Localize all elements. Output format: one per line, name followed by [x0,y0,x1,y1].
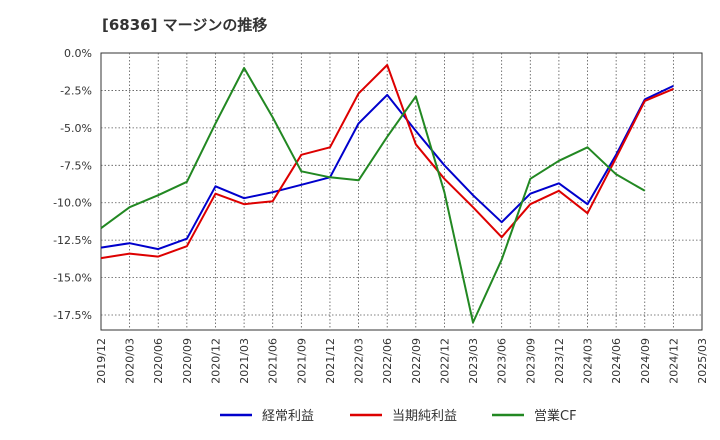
legend-label: 当期純利益 [392,409,457,424]
x-tick-label: 2024/06 [610,338,623,384]
x-tick-label: 2021/09 [295,338,308,384]
y-tick-label: -15.0% [53,272,92,285]
x-tick-label: 2022/12 [438,338,451,384]
y-tick-label: -5.0% [60,122,92,135]
x-tick-label: 2023/09 [524,338,537,384]
y-tick-label: -2.5% [60,84,92,97]
series-line [100,64,674,260]
x-tick-label: 2023/06 [496,338,509,384]
x-tick-label: 2019/12 [95,338,108,384]
x-tick-label: 2021/03 [238,338,251,384]
y-tick-label: -17.5% [53,309,92,322]
series-line [100,67,646,324]
y-axis-ticks: 0.0% -2.5% -5.0% -7.5% -10.0% -12.5% -15.0% -17… [53,47,92,322]
x-tick-label: 2022/09 [410,338,423,384]
y-tick-label: -7.5% [60,159,92,172]
x-tick-label: 2021/12 [324,338,337,384]
x-tick-label: 2024/09 [639,338,652,384]
x-tick-label: 2024/12 [667,338,680,384]
legend-label: 経常利益 [262,409,314,424]
chart-title: [6836] マージンの推移 [102,16,267,34]
y-tick-label: -12.5% [53,234,92,247]
y-tick-label: -10.0% [53,197,92,210]
series-line [100,84,674,251]
legend-label: 営業CF [534,408,577,424]
x-tick-label: 2020/09 [181,338,194,384]
x-tick-label: 2021/06 [267,338,280,384]
x-tick-label: 2023/03 [467,338,480,384]
x-axis-ticks: 2019/12 2020/03 2020/06 2020/09 2020/12 2021/… [95,338,709,384]
x-tick-label: 2020/03 [124,338,137,384]
x-tick-label: 2022/03 [353,338,366,384]
x-tick-label: 2022/06 [381,338,394,384]
x-tick-label: 2023/12 [553,338,566,384]
plot-area [100,52,703,331]
y-tick-label: 0.0% [64,47,92,60]
series-lines [100,64,674,324]
x-tick-label: 2020/12 [209,338,222,384]
x-tick-label: 2020/06 [152,338,165,384]
x-tick-label: 2024/03 [582,338,595,384]
legend: 経常利益 当期純利益 営業CF [220,408,577,424]
x-tick-label: 2025/03 [696,338,709,384]
